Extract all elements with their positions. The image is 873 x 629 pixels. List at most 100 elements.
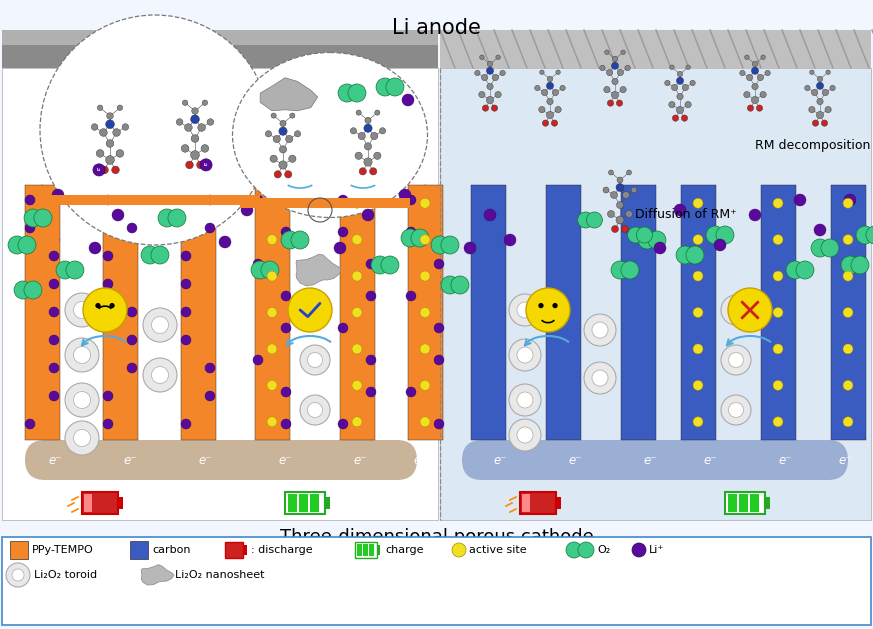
Circle shape <box>190 150 199 159</box>
Circle shape <box>608 211 615 218</box>
Circle shape <box>491 105 498 111</box>
Circle shape <box>843 271 853 281</box>
Circle shape <box>280 120 286 126</box>
Circle shape <box>253 419 263 429</box>
FancyBboxPatch shape <box>830 185 865 440</box>
Circle shape <box>627 170 631 175</box>
Circle shape <box>270 155 278 162</box>
Circle shape <box>843 417 853 427</box>
Text: O₂: O₂ <box>597 545 610 555</box>
Circle shape <box>152 316 168 333</box>
Circle shape <box>365 117 371 123</box>
Circle shape <box>278 161 287 169</box>
Circle shape <box>841 256 859 274</box>
Circle shape <box>739 70 745 75</box>
Circle shape <box>291 231 309 249</box>
Circle shape <box>300 295 330 325</box>
Text: e⁻: e⁻ <box>123 454 137 467</box>
FancyBboxPatch shape <box>440 30 871 68</box>
Circle shape <box>352 235 362 245</box>
Circle shape <box>672 115 678 121</box>
Circle shape <box>578 542 594 558</box>
Circle shape <box>112 209 124 221</box>
Circle shape <box>127 307 137 317</box>
Circle shape <box>355 152 362 159</box>
Circle shape <box>648 231 666 249</box>
FancyBboxPatch shape <box>310 494 319 512</box>
Circle shape <box>552 120 558 126</box>
Circle shape <box>664 81 670 86</box>
Circle shape <box>434 355 444 365</box>
Circle shape <box>670 65 674 69</box>
Circle shape <box>49 223 59 233</box>
Circle shape <box>300 345 330 375</box>
Circle shape <box>203 100 208 106</box>
Circle shape <box>8 236 26 254</box>
Circle shape <box>822 89 828 96</box>
Circle shape <box>509 339 541 371</box>
Circle shape <box>352 271 362 281</box>
Circle shape <box>83 288 127 332</box>
Circle shape <box>253 355 263 365</box>
Circle shape <box>479 55 485 60</box>
Circle shape <box>617 69 623 75</box>
Circle shape <box>49 251 59 261</box>
Circle shape <box>553 303 558 308</box>
Circle shape <box>375 110 380 115</box>
Text: e⁻: e⁻ <box>778 454 792 467</box>
Circle shape <box>25 195 35 205</box>
Text: charge: charge <box>385 545 423 555</box>
Circle shape <box>358 132 366 140</box>
Circle shape <box>271 113 276 118</box>
Circle shape <box>844 194 856 206</box>
Circle shape <box>638 231 656 249</box>
Circle shape <box>509 419 541 451</box>
Circle shape <box>24 281 42 299</box>
Circle shape <box>441 236 459 254</box>
Circle shape <box>122 124 128 130</box>
Circle shape <box>366 419 376 429</box>
Circle shape <box>587 212 602 228</box>
Circle shape <box>517 392 533 408</box>
Circle shape <box>65 421 99 455</box>
Circle shape <box>431 236 449 254</box>
Circle shape <box>434 419 444 429</box>
Circle shape <box>73 430 91 447</box>
Circle shape <box>608 170 614 175</box>
Circle shape <box>127 223 137 233</box>
Circle shape <box>486 96 493 104</box>
Circle shape <box>757 74 764 81</box>
Circle shape <box>420 381 430 391</box>
Text: Li anode: Li anode <box>392 18 481 38</box>
Circle shape <box>504 234 516 246</box>
FancyBboxPatch shape <box>2 537 871 625</box>
Circle shape <box>631 187 637 193</box>
Text: e⁻: e⁻ <box>704 454 717 467</box>
Circle shape <box>616 216 624 224</box>
Circle shape <box>192 108 198 114</box>
Circle shape <box>716 226 734 244</box>
Circle shape <box>406 259 416 269</box>
Circle shape <box>592 370 608 386</box>
Circle shape <box>620 86 626 92</box>
Circle shape <box>517 347 533 363</box>
Circle shape <box>487 61 492 67</box>
Circle shape <box>25 279 35 289</box>
Circle shape <box>546 82 553 89</box>
Circle shape <box>366 387 376 397</box>
Circle shape <box>434 291 444 301</box>
Circle shape <box>765 70 770 75</box>
Circle shape <box>182 100 188 106</box>
Circle shape <box>674 204 686 216</box>
Circle shape <box>143 308 177 342</box>
FancyBboxPatch shape <box>84 494 92 512</box>
Circle shape <box>611 226 618 233</box>
Circle shape <box>241 204 253 216</box>
Circle shape <box>181 279 191 289</box>
Circle shape <box>749 209 761 221</box>
Circle shape <box>95 303 100 308</box>
Circle shape <box>364 143 372 150</box>
FancyBboxPatch shape <box>243 545 247 555</box>
Circle shape <box>181 335 191 345</box>
FancyBboxPatch shape <box>462 440 848 480</box>
